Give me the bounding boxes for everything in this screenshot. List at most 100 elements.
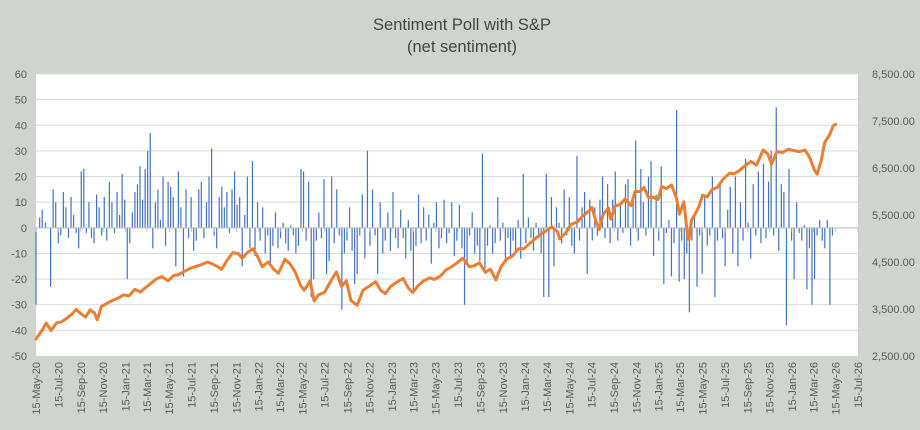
sentiment-bar xyxy=(405,227,407,259)
sentiment-bar xyxy=(239,197,241,228)
sentiment-bar xyxy=(548,227,550,298)
sentiment-bar xyxy=(806,227,808,290)
sentiment-bar xyxy=(729,186,731,228)
sentiment-bar xyxy=(711,176,713,228)
sentiment-bar xyxy=(83,168,85,228)
sentiment-bar xyxy=(75,227,77,233)
sentiment-bar xyxy=(826,220,828,228)
sentiment-bar xyxy=(785,227,788,326)
sentiment-bar xyxy=(737,227,739,267)
sentiment-bar xyxy=(80,171,82,228)
sentiment-bar xyxy=(170,186,172,228)
sentiment-bar xyxy=(108,181,110,228)
sentiment-bar xyxy=(141,199,144,228)
sentiment-bar xyxy=(387,212,389,228)
sentiment-bar xyxy=(162,176,164,228)
sentiment-bar xyxy=(356,227,358,274)
sentiment-bar xyxy=(808,227,811,249)
sentiment-bar xyxy=(57,227,59,244)
sentiment-bar xyxy=(739,202,742,228)
sentiment-bar xyxy=(78,227,80,249)
sentiment-bar xyxy=(630,227,632,246)
sentiment-bar xyxy=(673,227,675,244)
sentiment-bar xyxy=(244,215,246,228)
sentiment-bar xyxy=(520,227,522,259)
sentiment-bar xyxy=(494,227,496,244)
sentiment-bar xyxy=(106,227,108,241)
sentiment-bar xyxy=(461,227,463,249)
sentiment-bar xyxy=(765,227,767,239)
sentiment-bar xyxy=(90,227,93,239)
sentiment-bar xyxy=(686,227,688,254)
sentiment-bar xyxy=(481,153,484,228)
sentiment-bar xyxy=(423,207,425,228)
sentiment-bar xyxy=(647,176,650,228)
sentiment-bar xyxy=(346,227,348,241)
x-tick-label: 15-Jan-22 xyxy=(254,362,266,412)
sentiment-bar xyxy=(507,227,509,239)
sentiment-bar xyxy=(443,199,445,228)
sentiment-bar xyxy=(704,194,706,228)
sentiment-bar xyxy=(540,227,542,254)
sentiment-bar xyxy=(269,227,271,264)
sentiment-bar xyxy=(456,227,458,241)
x-tick-label: 15-Mar-25 xyxy=(675,362,687,413)
sentiment-bar xyxy=(152,227,154,249)
x-tick-label: 15-May-20 xyxy=(31,362,43,415)
left-tick-label: -10 xyxy=(11,248,27,260)
sentiment-bar xyxy=(670,227,673,277)
sentiment-bar xyxy=(180,207,182,228)
sentiment-bar xyxy=(522,173,524,228)
x-tick-label: 15-May-26 xyxy=(831,362,843,415)
sentiment-bar xyxy=(489,225,491,228)
sentiment-bar xyxy=(706,227,708,246)
sentiment-bar xyxy=(118,215,121,228)
x-tick-label: 15-Mar-21 xyxy=(142,362,154,413)
sentiment-bar xyxy=(790,227,793,241)
sentiment-bar xyxy=(604,227,606,239)
sentiment-bar xyxy=(35,227,37,305)
sentiment-bar xyxy=(635,140,637,228)
sentiment-bar xyxy=(425,227,427,241)
sentiment-bar xyxy=(402,227,404,239)
sentiment-bar xyxy=(466,227,468,264)
sentiment-bar xyxy=(39,217,41,228)
sentiment-bar xyxy=(279,227,282,239)
x-tick-label: 15-Jan-25 xyxy=(654,362,666,412)
sentiment-bar xyxy=(550,197,552,228)
sentiment-bar xyxy=(274,212,277,228)
sentiment-bar xyxy=(589,199,591,228)
sentiment-bar xyxy=(663,227,665,285)
sentiment-bar xyxy=(793,227,795,280)
sentiment-bar xyxy=(719,184,721,228)
sentiment-bar xyxy=(41,209,43,228)
sentiment-bar xyxy=(599,199,601,228)
sentiment-bar xyxy=(379,202,381,228)
sentiment-bar xyxy=(609,227,611,244)
sentiment-bar xyxy=(210,148,213,228)
x-tick-label: 15-May-21 xyxy=(164,362,176,415)
sentiment-bar xyxy=(788,168,790,228)
sentiment-bar xyxy=(182,227,185,277)
sentiment-bar xyxy=(359,227,361,236)
sentiment-bar xyxy=(440,227,443,239)
sentiment-bar xyxy=(241,227,243,267)
sentiment-bar xyxy=(691,227,693,241)
left-tick-label: -30 xyxy=(11,300,27,312)
sentiment-bar xyxy=(354,227,356,285)
sentiment-bar xyxy=(223,207,225,228)
sentiment-bar xyxy=(586,227,588,274)
sentiment-bar xyxy=(607,184,609,228)
sentiment-bar xyxy=(525,227,527,244)
sentiment-bar xyxy=(678,227,680,282)
sentiment-bar xyxy=(177,171,179,228)
sentiment-bar xyxy=(216,227,218,249)
left-axis-ticks: -50 -40 -30 -20 -10 0 10 20 30 40 50 60 xyxy=(11,69,27,363)
sentiment-bar xyxy=(371,189,374,228)
sentiment-bar xyxy=(315,227,317,241)
sentiment-bar xyxy=(811,227,813,305)
sentiment-bar xyxy=(553,227,555,267)
sentiment-bar xyxy=(70,197,72,228)
gridlines xyxy=(36,73,858,331)
